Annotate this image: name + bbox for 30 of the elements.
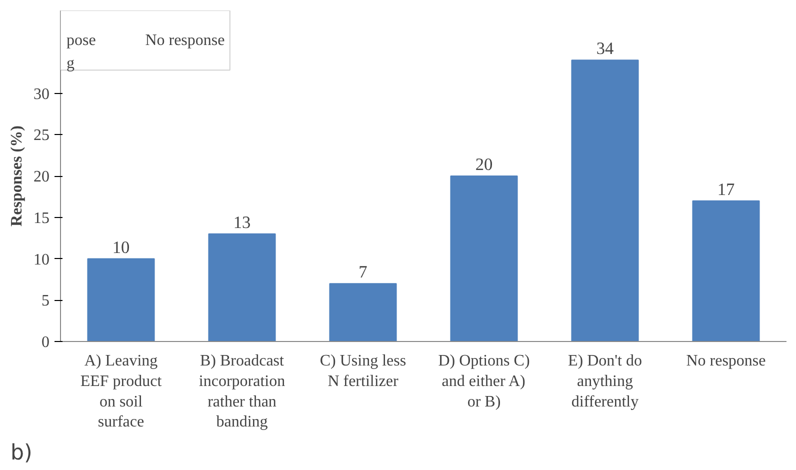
bar [692, 200, 760, 342]
annotation: g [66, 54, 75, 72]
y-tick-label: 0 [42, 334, 50, 351]
bar [450, 176, 518, 342]
bar [571, 60, 639, 342]
x-tick-label: D) Options C) and either A) or B) [438, 352, 530, 410]
y-tick-label: 10 [34, 251, 50, 268]
data-label: 7 [358, 262, 368, 282]
y-tick-label: 30 [34, 86, 50, 103]
annotation: pose [66, 32, 96, 49]
y-tick-label: 15 [34, 210, 50, 227]
x-tick-label: C) Using less N fertilizer [320, 352, 406, 390]
x-tick-label: No response [686, 352, 766, 370]
x-tick-label: E) Don't do anything differently [568, 352, 642, 410]
data-label: 34 [596, 39, 614, 58]
y-tick-label: 20 [34, 168, 50, 186]
data-label: 17 [717, 180, 735, 199]
x-tick-label: A) Leaving EEF product on soil surface [80, 352, 162, 431]
text: b) [10, 440, 32, 466]
y-tick-label: 5 [42, 292, 50, 310]
data-label: 10 [112, 238, 130, 257]
data-label: 13 [233, 212, 251, 232]
y-tick-label: 25 [34, 127, 50, 144]
bar [329, 283, 397, 342]
bar [87, 258, 155, 342]
data-label: 20 [475, 155, 493, 174]
x-tick-label: B) Broadcast incorporation rather than banding [198, 352, 286, 431]
annotation: No response [145, 32, 225, 49]
bar [208, 233, 276, 342]
y-axis-title: Responses (%) [8, 126, 26, 226]
